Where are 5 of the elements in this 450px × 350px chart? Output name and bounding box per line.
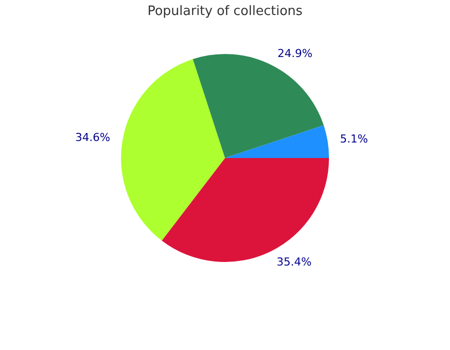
data-label: 24.9% xyxy=(278,46,313,60)
data-label: 5.1% xyxy=(340,132,368,146)
data-label: 35.4% xyxy=(276,255,312,268)
data-label: 34.6% xyxy=(75,131,110,144)
chart-title: Popularity of collections xyxy=(146,4,304,19)
